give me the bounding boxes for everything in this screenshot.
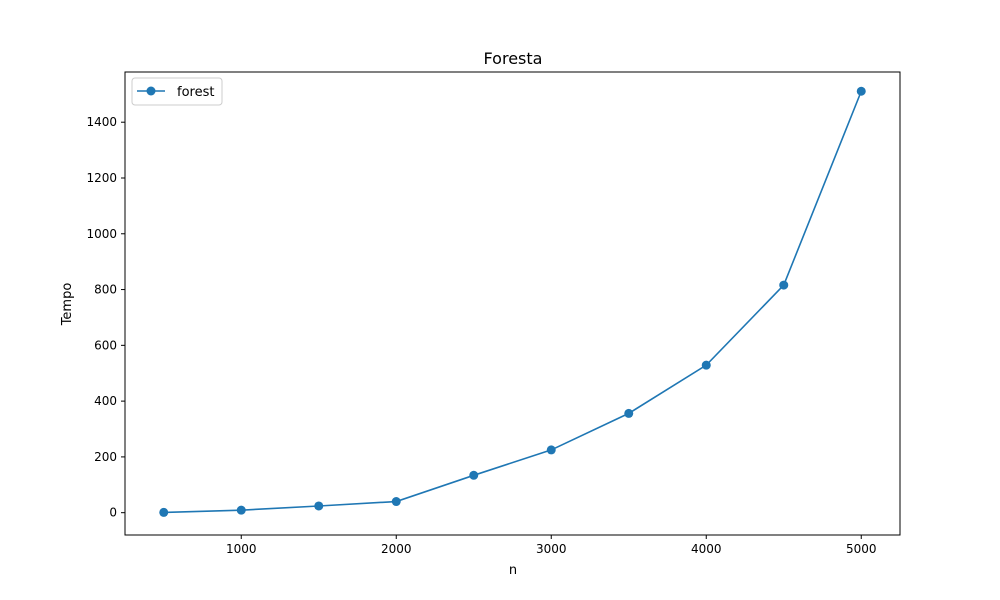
- x-axis-ticks: 1000 2000 3000 4000 5000: [226, 535, 877, 556]
- y-tick-label: 1000: [86, 227, 117, 241]
- data-point: [779, 280, 789, 290]
- data-point: [314, 501, 324, 511]
- legend-label-forest: forest: [177, 85, 214, 100]
- y-tick-label: 800: [94, 283, 117, 297]
- y-tick-label: 0: [109, 506, 117, 520]
- y-tick-label: 1200: [86, 171, 117, 185]
- data-point: [236, 505, 246, 515]
- y-tick-label: 1400: [86, 115, 117, 129]
- data-point: [701, 360, 711, 370]
- plot-area: [159, 86, 866, 517]
- x-tick-label: 4000: [691, 542, 722, 556]
- y-axis-label: Tempo: [60, 283, 75, 327]
- data-point: [159, 507, 169, 517]
- x-tick-label: 3000: [536, 542, 567, 556]
- x-tick-label: 1000: [226, 542, 257, 556]
- y-axis-ticks: 0 200 400 600 800 1000 1200 1400: [86, 115, 125, 520]
- data-point: [391, 497, 401, 507]
- x-tick-label: 2000: [381, 542, 412, 556]
- chart-title: Foresta: [484, 49, 543, 68]
- series-line-forest: [163, 90, 862, 514]
- data-point: [546, 445, 556, 455]
- plot-frame: [124, 71, 901, 536]
- data-point: [856, 86, 866, 96]
- y-tick-label: 600: [94, 338, 117, 352]
- legend-box: [131, 77, 223, 106]
- y-tick-label: 200: [94, 450, 117, 464]
- x-tick-label: 5000: [846, 542, 877, 556]
- legend: forest: [131, 77, 223, 106]
- x-axis-label: n: [509, 563, 517, 578]
- legend-marker: [146, 86, 156, 96]
- data-point: [469, 470, 479, 480]
- data-point: [624, 408, 634, 418]
- y-tick-label: 400: [94, 394, 117, 408]
